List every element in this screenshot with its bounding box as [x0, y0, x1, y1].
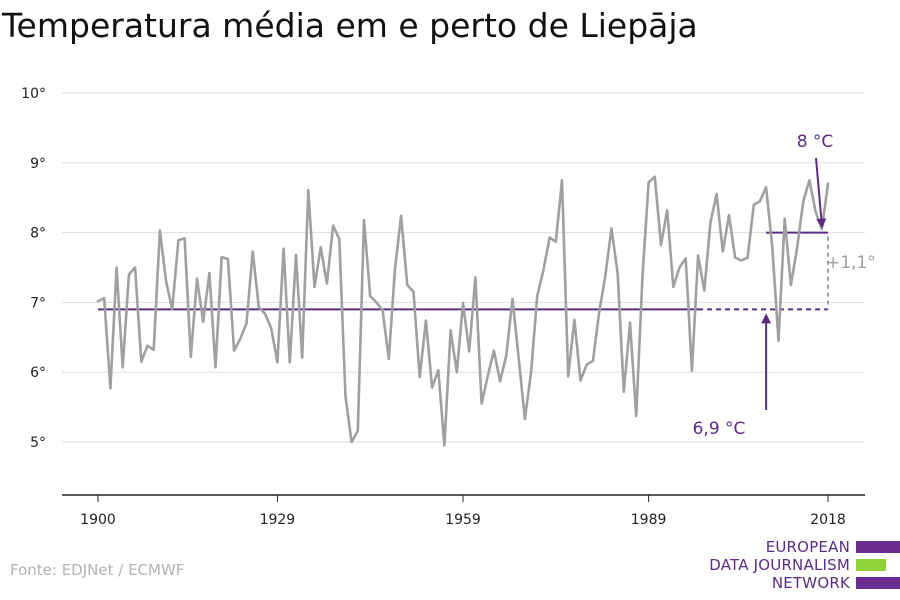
y-tick-label-4: 9° — [30, 156, 46, 172]
x-tick-label-3: 1989 — [631, 512, 667, 528]
x-tick-label-0: 1900 — [80, 512, 116, 528]
x-tick-label-4: 2018 — [810, 512, 846, 528]
x-tick-labels: 1900 1929 1959 1989 2018 — [80, 512, 846, 528]
logo-text-line-2: DATA JOURNALISM — [709, 556, 850, 574]
logo-text-line-3: NETWORK — [771, 574, 850, 592]
edjnet-logo: EUROPEAN DATA JOURNALISM NETWORK — [709, 538, 900, 592]
y-tick-label-5: 10° — [21, 86, 46, 102]
logo-bar-green — [856, 559, 886, 571]
gridlines — [62, 92, 865, 443]
x-axis — [62, 494, 865, 502]
annotation-difference-label: +1,1° — [826, 253, 876, 273]
x-tick-label-1: 1929 — [260, 512, 296, 528]
annotation-recent-label: 8 °C — [797, 132, 834, 152]
series-temperature — [96, 175, 830, 447]
y-tick-label-1: 6° — [30, 365, 46, 381]
logo-row-2: DATA JOURNALISM — [709, 556, 900, 574]
y-tick-label-0: 5° — [30, 435, 46, 451]
annotation-recent-arrow — [815, 157, 827, 229]
annotations: 8 °C 6,9 °C +1,1° — [693, 132, 876, 439]
reference-lines — [98, 231, 829, 311]
logo-row-3: NETWORK — [709, 574, 900, 592]
logo-bar-purple-top — [856, 541, 900, 553]
y-tick-label-3: 8° — [30, 226, 46, 242]
series-line-temperature — [96, 175, 830, 447]
chart-title: Temperatura média em e perto de Liepāja — [2, 6, 698, 45]
y-tick-labels: 5° 6° 7° 8° 9° 10° — [21, 86, 46, 451]
logo-text-line-1: EUROPEAN — [765, 538, 850, 556]
source-note: Fonte: EDJNet / ECMWF — [10, 561, 185, 579]
logo-bar-purple-bottom — [856, 577, 900, 589]
y-tick-label-2: 7° — [30, 295, 46, 311]
logo-row-1: EUROPEAN — [709, 538, 900, 556]
x-tick-label-2: 1959 — [445, 512, 481, 528]
annotation-baseline-label: 6,9 °C — [693, 419, 746, 439]
